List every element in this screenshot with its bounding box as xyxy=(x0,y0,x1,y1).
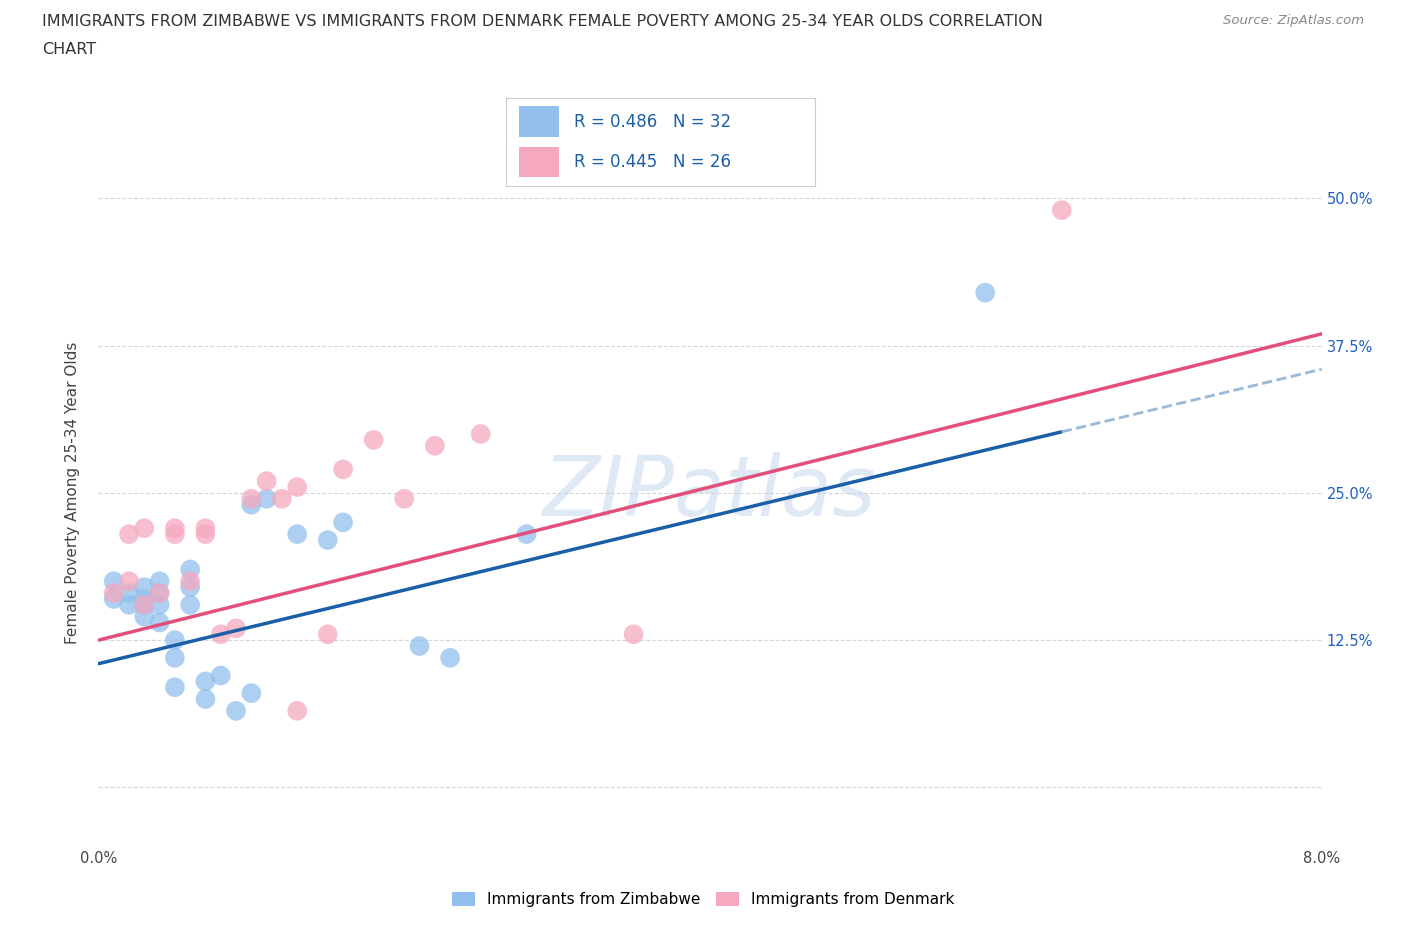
Immigrants from Zimbabwe xyxy=(163,632,186,647)
Immigrants from Zimbabwe xyxy=(974,286,997,300)
Immigrants from Zimbabwe xyxy=(285,526,308,541)
Immigrants from Denmark xyxy=(194,526,217,541)
Immigrants from Zimbabwe xyxy=(194,674,217,689)
Immigrants from Denmark xyxy=(118,526,141,541)
Immigrants from Denmark xyxy=(285,480,308,495)
Immigrants from Zimbabwe xyxy=(316,533,339,548)
FancyBboxPatch shape xyxy=(519,107,558,137)
Immigrants from Denmark xyxy=(134,597,156,612)
Immigrants from Denmark xyxy=(225,621,247,636)
Text: R = 0.445   N = 26: R = 0.445 N = 26 xyxy=(574,153,731,171)
Text: R = 0.486   N = 32: R = 0.486 N = 32 xyxy=(574,113,731,130)
Immigrants from Zimbabwe xyxy=(134,591,156,606)
Immigrants from Zimbabwe xyxy=(134,579,156,594)
Immigrants from Denmark xyxy=(163,521,186,536)
Immigrants from Zimbabwe xyxy=(194,692,217,707)
Immigrants from Zimbabwe xyxy=(516,526,538,541)
Immigrants from Denmark xyxy=(332,462,354,477)
Immigrants from Denmark xyxy=(240,491,263,506)
Immigrants from Denmark xyxy=(423,438,446,453)
Immigrants from Zimbabwe xyxy=(163,650,186,665)
Immigrants from Denmark xyxy=(134,521,156,536)
Immigrants from Zimbabwe xyxy=(149,615,172,630)
Immigrants from Denmark xyxy=(118,574,141,589)
Text: Source: ZipAtlas.com: Source: ZipAtlas.com xyxy=(1223,14,1364,27)
Immigrants from Denmark xyxy=(623,627,645,642)
Immigrants from Zimbabwe xyxy=(163,680,186,695)
Text: ZIPatlas: ZIPatlas xyxy=(543,452,877,534)
Immigrants from Denmark xyxy=(363,432,385,447)
Immigrants from Zimbabwe xyxy=(240,685,263,700)
Immigrants from Zimbabwe xyxy=(103,591,125,606)
Immigrants from Denmark xyxy=(316,627,339,642)
Immigrants from Denmark xyxy=(163,526,186,541)
Immigrants from Denmark xyxy=(256,473,278,488)
Immigrants from Zimbabwe xyxy=(209,668,232,683)
Immigrants from Denmark xyxy=(1050,203,1073,218)
Immigrants from Denmark xyxy=(270,491,294,506)
Immigrants from Zimbabwe xyxy=(439,650,461,665)
Immigrants from Zimbabwe xyxy=(149,586,172,601)
Immigrants from Denmark xyxy=(470,427,492,442)
Immigrants from Zimbabwe xyxy=(149,574,172,589)
Immigrants from Zimbabwe xyxy=(134,597,156,612)
FancyBboxPatch shape xyxy=(519,147,558,177)
Immigrants from Denmark xyxy=(392,491,416,506)
Y-axis label: Female Poverty Among 25-34 Year Olds: Female Poverty Among 25-34 Year Olds xyxy=(65,341,80,644)
Text: CHART: CHART xyxy=(42,42,96,57)
Immigrants from Zimbabwe xyxy=(179,562,201,577)
Immigrants from Zimbabwe xyxy=(103,574,125,589)
Immigrants from Denmark xyxy=(209,627,232,642)
Text: IMMIGRANTS FROM ZIMBABWE VS IMMIGRANTS FROM DENMARK FEMALE POVERTY AMONG 25-34 Y: IMMIGRANTS FROM ZIMBABWE VS IMMIGRANTS F… xyxy=(42,14,1043,29)
Immigrants from Zimbabwe xyxy=(408,639,430,654)
Immigrants from Zimbabwe xyxy=(332,515,354,530)
Immigrants from Zimbabwe xyxy=(256,491,278,506)
Immigrants from Denmark xyxy=(285,703,308,718)
Immigrants from Zimbabwe xyxy=(225,703,247,718)
Immigrants from Zimbabwe xyxy=(134,609,156,624)
Immigrants from Denmark xyxy=(179,574,201,589)
Immigrants from Zimbabwe xyxy=(179,579,201,594)
Immigrants from Zimbabwe xyxy=(118,597,141,612)
Immigrants from Zimbabwe xyxy=(179,597,201,612)
Legend: Immigrants from Zimbabwe, Immigrants from Denmark: Immigrants from Zimbabwe, Immigrants fro… xyxy=(446,885,960,913)
Immigrants from Zimbabwe xyxy=(240,498,263,512)
Immigrants from Denmark xyxy=(103,586,125,601)
Immigrants from Zimbabwe xyxy=(149,597,172,612)
Immigrants from Denmark xyxy=(194,521,217,536)
Immigrants from Denmark xyxy=(149,586,172,601)
Immigrants from Zimbabwe xyxy=(118,586,141,601)
